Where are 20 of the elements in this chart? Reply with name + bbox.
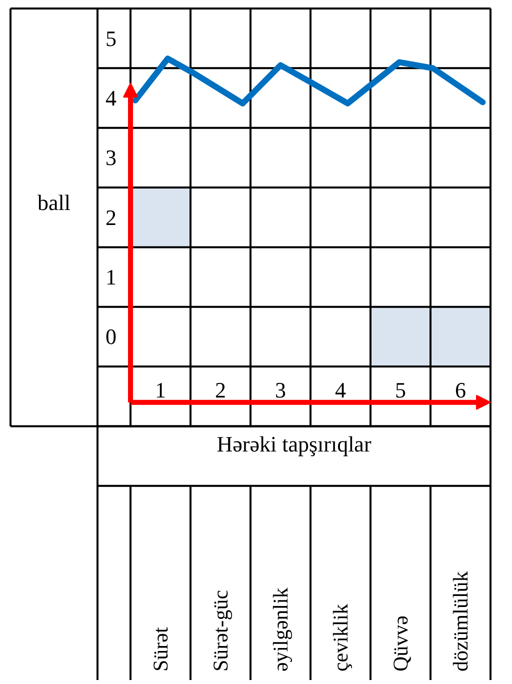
y-axis-title: ball bbox=[38, 190, 71, 215]
x-tick-label: 1 bbox=[155, 378, 166, 403]
y-tick-label: 0 bbox=[106, 324, 116, 350]
x-axis-title: Hərəki tapşırıqlar bbox=[216, 432, 372, 457]
y-tick-label: 4 bbox=[106, 86, 116, 111]
x-tick-label: 6 bbox=[455, 378, 466, 403]
x-tick-label: 5 bbox=[395, 378, 406, 403]
text: Sürət-güc bbox=[208, 590, 232, 672]
text: çeviklik bbox=[328, 603, 352, 672]
y-tick-label: 2 bbox=[106, 204, 116, 230]
x-tick-label: 3 bbox=[275, 378, 286, 403]
y-tick-label: 5 bbox=[106, 26, 116, 51]
y-tick-label: 3 bbox=[106, 145, 116, 170]
x-tick-label: 2 bbox=[215, 378, 226, 403]
text: əyilgənlik bbox=[268, 587, 292, 672]
text: Sürət bbox=[148, 627, 172, 672]
x-tick-label: 4 bbox=[335, 378, 346, 403]
y-tick-label: 1 bbox=[106, 264, 116, 290]
text: dözümlülük bbox=[448, 570, 472, 672]
text: Qüvvə bbox=[388, 616, 412, 672]
